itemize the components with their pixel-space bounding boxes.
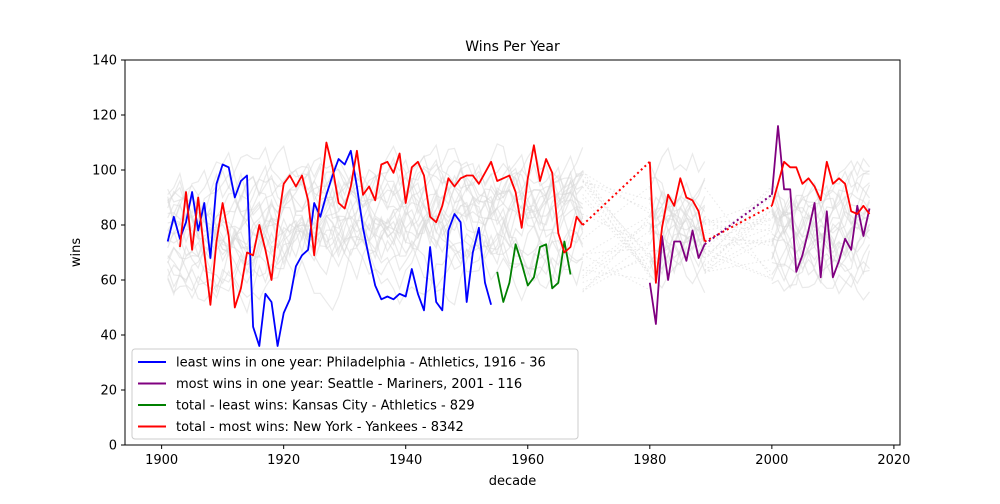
background-team-line <box>167 145 584 277</box>
plot-frame <box>124 59 901 446</box>
series-line-4 <box>179 141 584 309</box>
background-team-line <box>771 172 870 290</box>
background-gap-connector <box>582 216 651 293</box>
y-tick-label: 0 <box>109 439 117 454</box>
background-team-line <box>771 226 870 281</box>
background-team-line <box>167 158 584 260</box>
background-team-line <box>167 147 584 315</box>
x-tick-label: 1980 <box>633 453 666 468</box>
background-gap-connector <box>704 209 773 275</box>
background-gap-connector <box>704 231 772 247</box>
background-team-line <box>649 163 705 225</box>
legend-entry: most wins in one year: Seattle - Mariner… <box>176 377 522 392</box>
background-team-line <box>167 172 584 312</box>
background-gap-connector <box>582 215 651 256</box>
chart-title: Wins Per Year <box>465 39 560 55</box>
legend-box <box>131 348 579 440</box>
background-team-line <box>771 182 870 244</box>
background-gap-connector <box>704 187 773 261</box>
background-team-line <box>167 176 583 280</box>
background-gap-connector <box>582 254 651 291</box>
series-line-1 <box>166 149 492 347</box>
background-team-line <box>167 198 584 302</box>
x-tick-label: 1920 <box>267 453 300 468</box>
background-team-line <box>167 162 584 260</box>
background-gap-connector <box>582 269 650 281</box>
series-lines <box>166 125 871 347</box>
background-team-line <box>167 172 584 301</box>
background-team-line <box>167 143 584 286</box>
gap-connectors <box>581 161 773 246</box>
background-team-line <box>649 197 706 269</box>
y-tick-label: 40 <box>100 329 117 344</box>
background-team-line <box>771 239 871 292</box>
series-line-4 <box>648 161 706 284</box>
background-team-line <box>649 217 706 266</box>
background-gap-connector <box>704 241 772 248</box>
background-gap-connector <box>704 218 772 231</box>
background-gap-connector <box>704 193 773 259</box>
y-tick-label: 20 <box>100 384 117 399</box>
background-gap-connector <box>582 247 650 255</box>
legend: least wins in one year: Philadelphia - A… <box>131 348 579 440</box>
background-gap-connector <box>704 194 773 272</box>
gap-connector-line <box>581 161 651 226</box>
series-line-3 <box>496 240 572 303</box>
background-team-lines <box>167 143 871 315</box>
y-tick-label: 140 <box>92 54 117 69</box>
background-gap-connector <box>582 241 651 290</box>
background-gap-connector <box>704 185 773 251</box>
x-axis-label: decade <box>489 474 537 489</box>
background-gap-connector <box>582 252 651 292</box>
background-gap-connector <box>704 219 772 226</box>
x-tick-label: 1900 <box>145 453 178 468</box>
background-gap-connector <box>704 258 772 273</box>
x-axis-ticks: 1900 1920 1940 1960 1980 2000 2020 <box>145 445 910 468</box>
background-team-line <box>167 179 584 302</box>
legend-entry: least wins in one year: Philadelphia - A… <box>176 356 546 371</box>
series-line-2 <box>648 229 706 325</box>
series-line-2 <box>771 125 871 279</box>
background-gap-connector <box>582 171 651 214</box>
background-gap-connector <box>582 181 651 257</box>
gap-connector-line <box>704 193 773 246</box>
y-tick-label: 60 <box>100 274 117 289</box>
x-tick-label: 2000 <box>755 453 788 468</box>
background-team-line <box>771 211 870 273</box>
background-gap-connector <box>582 197 651 274</box>
background-gap-connector <box>582 194 651 273</box>
background-gap-connector <box>582 179 651 259</box>
background-gap-connector <box>704 209 773 267</box>
series-line-4 <box>771 160 871 215</box>
legend-entry: total - least wins: Kansas City - Athlet… <box>176 399 475 414</box>
background-gap-connector <box>704 206 773 266</box>
background-gap-connector <box>704 215 773 273</box>
background-gap-connector <box>704 223 772 232</box>
y-tick-label: 120 <box>92 109 117 124</box>
y-axis-ticks: 0 20 40 60 80 100 120 140 <box>92 54 125 454</box>
y-tick-label: 100 <box>92 164 117 179</box>
background-gap-connector <box>582 180 650 210</box>
background-team-line <box>771 186 870 260</box>
x-tick-label: 1960 <box>511 453 544 468</box>
background-gap-connector <box>582 213 651 247</box>
background-gap-connector <box>582 173 651 276</box>
y-axis-label: wins <box>69 238 84 267</box>
background-gap-connector <box>582 230 651 279</box>
x-tick-label: 2020 <box>877 453 910 468</box>
y-tick-label: 80 <box>100 219 117 234</box>
background-gap-connector <box>704 231 773 271</box>
background-team-line <box>771 229 870 285</box>
background-gap-connector <box>704 248 773 279</box>
background-team-line <box>649 146 706 190</box>
legend-entry: total - most wins: New York - Yankees - … <box>176 420 464 435</box>
x-tick-label: 1940 <box>389 453 422 468</box>
background-team-line <box>771 213 870 301</box>
background-team-line <box>649 197 706 258</box>
background-team-line <box>771 157 870 242</box>
background-team-line <box>649 192 706 231</box>
background-gap-connector <box>704 237 773 273</box>
